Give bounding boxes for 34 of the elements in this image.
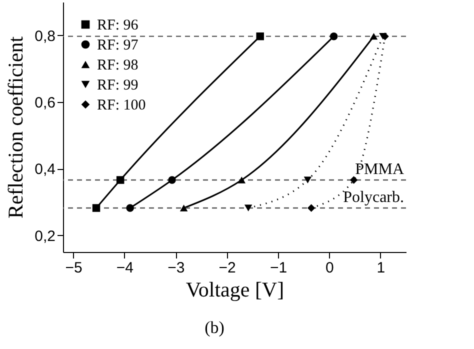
y-tick-label: 0,6 — [34, 94, 56, 112]
ref-line-label: Polycarb. — [343, 189, 404, 206]
y-tick-label: 0,2 — [34, 228, 56, 245]
point — [370, 32, 378, 40]
point — [350, 176, 358, 184]
y-tick-label: 0,4 — [34, 161, 56, 178]
point — [256, 32, 264, 40]
point — [244, 204, 252, 212]
x-tick-label: −3 — [168, 260, 185, 276]
point — [238, 176, 246, 184]
x-tick-label: −1 — [270, 260, 288, 276]
point — [180, 204, 188, 212]
y-tick-label: 0,8 — [34, 28, 56, 45]
point — [307, 204, 316, 212]
ref-line-label: PMMA — [355, 161, 404, 178]
x-tick-label: 0 — [326, 260, 334, 276]
x-tick-label: −5 — [65, 260, 82, 276]
point — [92, 204, 100, 212]
point — [126, 204, 134, 212]
legend-label: RF: 100 — [97, 98, 146, 114]
legend-label: RF: 97 — [97, 38, 139, 54]
legend-label: RF: 96 — [97, 18, 139, 34]
text: (b) — [204, 318, 224, 337]
point — [304, 176, 312, 184]
y-axis-title: Reflection coefficient — [4, 36, 28, 219]
point — [168, 176, 176, 184]
x-tick-label: 1 — [376, 260, 386, 276]
legend-label: RF: 98 — [97, 58, 138, 74]
point — [330, 32, 338, 40]
x-axis-title: Voltage [V] — [186, 278, 284, 302]
x-tick-label: −2 — [218, 260, 236, 276]
x-tick-label: −4 — [116, 260, 134, 276]
legend-label: RF: 99 — [97, 78, 138, 94]
point — [116, 176, 124, 184]
